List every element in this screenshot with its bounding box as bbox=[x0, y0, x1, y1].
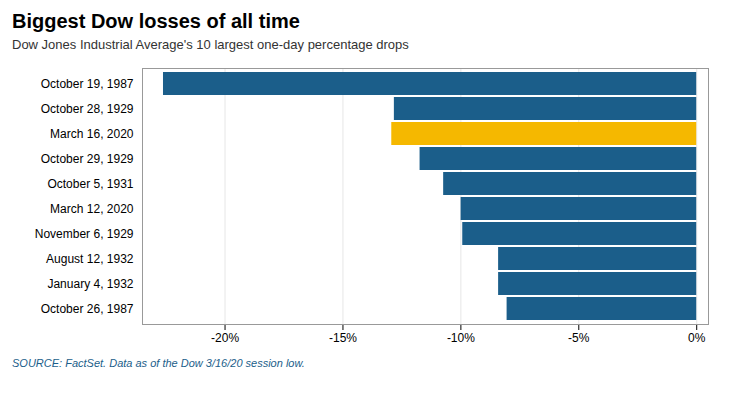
svg-text:October 29, 1929: October 29, 1929 bbox=[41, 152, 134, 166]
svg-text:October 28, 1929: October 28, 1929 bbox=[41, 102, 134, 116]
svg-text:0%: 0% bbox=[688, 331, 706, 345]
svg-text:October 26, 1987: October 26, 1987 bbox=[41, 302, 134, 316]
svg-text:-10%: -10% bbox=[447, 331, 475, 345]
svg-text:March 12, 2020: March 12, 2020 bbox=[50, 202, 134, 216]
svg-text:-15%: -15% bbox=[329, 331, 357, 345]
svg-text:August 12, 1932: August 12, 1932 bbox=[46, 252, 134, 266]
svg-text:October 5, 1931: October 5, 1931 bbox=[47, 177, 133, 191]
html-text:SOURCE: FactSet. Data as of th: SOURCE: FactSet. Data as of the Dow 3/16… bbox=[12, 357, 305, 369]
svg-text:-20%: -20% bbox=[211, 331, 239, 345]
html-text:Dow Jones Industrial Average's: Dow Jones Industrial Average's 10 larges… bbox=[12, 37, 409, 52]
svg-text:January 4, 1932: January 4, 1932 bbox=[47, 277, 133, 291]
svg-text:March 16, 2020: March 16, 2020 bbox=[50, 127, 134, 141]
svg-text:November 6, 1929: November 6, 1929 bbox=[35, 227, 134, 241]
svg-text:-5%: -5% bbox=[568, 331, 590, 345]
html-text:Biggest Dow losses of all time: Biggest Dow losses of all time bbox=[12, 10, 300, 32]
svg-text:October 19, 1987: October 19, 1987 bbox=[41, 77, 134, 91]
